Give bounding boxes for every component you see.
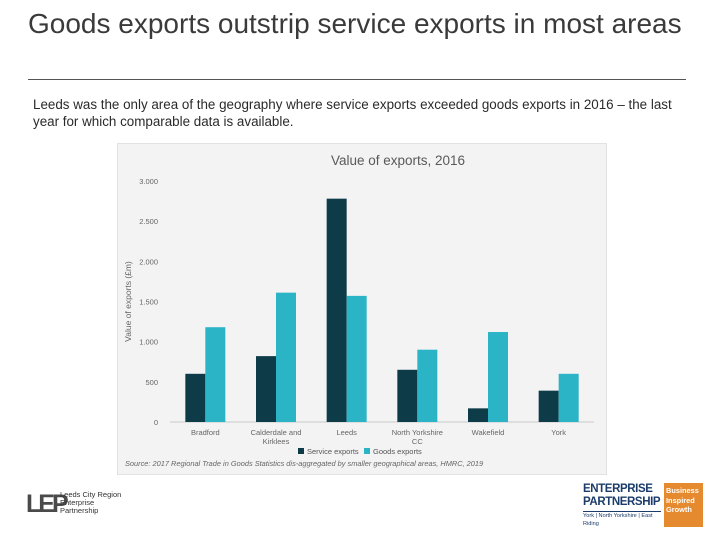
x-tick-label: CC — [412, 437, 423, 446]
bar-goods — [488, 332, 508, 422]
x-tick-label: North Yorkshire — [392, 428, 443, 437]
bar-service — [256, 356, 276, 422]
bar-goods — [205, 327, 226, 422]
intro-text: Leeds was the only area of the geography… — [33, 97, 672, 129]
legend-label: Goods exports — [373, 447, 422, 456]
y-tick-label: 500 — [145, 378, 158, 387]
x-tick-label: Bradford — [191, 428, 220, 437]
lep-line: Enterprise — [60, 498, 95, 508]
bar-service — [538, 390, 559, 422]
x-tick-label: Leeds — [336, 428, 357, 437]
lep-logo-text: Leeds City Region Enterprise Partnership — [60, 490, 122, 516]
bar-service — [397, 369, 418, 422]
lep-line: Leeds City Region — [60, 490, 122, 499]
y-tick-label: 2.000 — [139, 257, 158, 266]
chart-canvas: Value of exports, 2016 0 500 1.000 1.500 2.00… — [123, 153, 594, 468]
bar-goods — [558, 373, 579, 422]
x-tick-label: Wakefield — [472, 428, 505, 437]
slide-title: Goods exports outstrip service exports i… — [28, 8, 682, 39]
ep-badge: Business Inspired Growth — [664, 483, 703, 527]
ep-wordmark: ENTERPRISE PARTNERSHIP York | North York… — [583, 483, 661, 527]
y-tick-label: 2.500 — [139, 217, 158, 226]
x-tick-label: York — [551, 428, 566, 437]
ep-line3: York | North Yorkshire | East Riding — [583, 511, 661, 528]
bar-service — [185, 373, 206, 422]
enterprise-partnership-logo: ENTERPRISE PARTNERSHIP York | North York… — [583, 483, 703, 527]
bar-goods — [417, 349, 438, 422]
ep-badge-line: Business — [666, 486, 699, 495]
lep-logo: LEP Leeds City Region Enterprise Partner… — [26, 490, 186, 520]
y-tick-label: 3.000 — [139, 177, 158, 186]
ep-line2: PARTNERSHIP — [583, 496, 661, 508]
title-divider — [28, 79, 686, 80]
y-axis-label: Value of exports (£m) — [123, 261, 133, 342]
y-tick-label: 1.000 — [139, 338, 158, 347]
bar-goods — [276, 292, 296, 422]
lep-line: Partnership — [60, 506, 99, 516]
legend-swatch — [364, 448, 370, 454]
lep-mark: LEP — [26, 490, 69, 518]
x-tick-label: Kirklees — [263, 437, 290, 446]
ep-badge-line: Inspired — [666, 495, 695, 505]
chart-source: Source: 2017 Regional Trade in Goods Sta… — [125, 459, 483, 468]
legend-swatch — [298, 448, 304, 454]
legend-label: Service exports — [307, 447, 359, 456]
y-tick-label: 0 — [154, 418, 158, 427]
exports-chart: Value of exports, 2016 0 500 1.000 1.500 2.00… — [117, 143, 607, 475]
bar-goods — [346, 295, 367, 422]
ep-badge-line: Growth — [666, 505, 692, 514]
x-tick-label: Calderdale and — [251, 428, 302, 437]
chart-title: Value of exports, 2016 — [331, 153, 465, 168]
y-tick-label: 1.500 — [139, 298, 158, 307]
bar-service — [468, 408, 488, 422]
ep-line1: ENTERPRISE — [583, 483, 653, 495]
bar-service — [326, 198, 347, 422]
